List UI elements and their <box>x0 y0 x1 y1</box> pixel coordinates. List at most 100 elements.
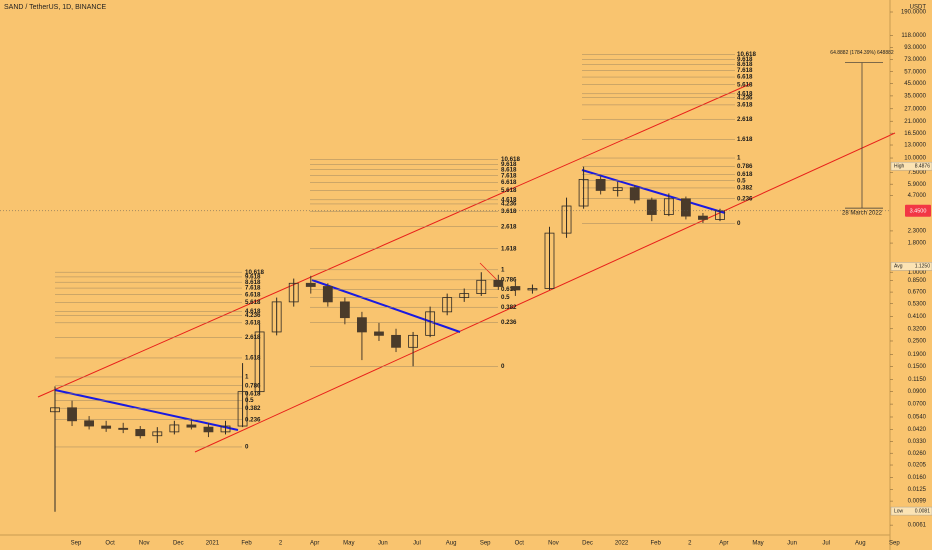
candle-body <box>152 431 163 437</box>
x-tick-label: 2 <box>279 541 283 547</box>
candle-body <box>322 286 333 303</box>
candle-body <box>186 424 197 428</box>
fib-label: 9.618 <box>501 161 517 168</box>
y-tick-label: 10.0000 <box>904 156 926 162</box>
candle-body <box>646 199 657 215</box>
fib-label: 7.618 <box>501 172 517 179</box>
trend-line <box>311 279 461 333</box>
fib-label: 2.618 <box>737 116 753 123</box>
fib-label: 4.236 <box>737 94 753 101</box>
fib-label: 1 <box>501 266 505 273</box>
x-tick-label: Jun <box>787 541 797 547</box>
candle-body <box>527 288 538 291</box>
fib-label: 4.236 <box>245 312 261 319</box>
chart-title: SAND / TetherUS, 1D, BINANCE <box>4 4 107 11</box>
fib-label: 6.618 <box>501 179 517 186</box>
x-tick-label: Jun <box>378 541 388 547</box>
x-tick-label: Nov <box>548 541 559 547</box>
candle-body <box>425 311 436 336</box>
trend-lines <box>54 169 726 431</box>
y-tick-label: 5.9000 <box>908 182 927 188</box>
fib-label: 8.618 <box>737 61 753 68</box>
marker-box <box>890 262 932 271</box>
measure-date: 28 March 2022 <box>842 211 883 217</box>
candle-body <box>339 301 350 319</box>
channel-upper <box>37 83 751 398</box>
fib-label: 8.618 <box>245 279 261 286</box>
trend-line <box>581 169 726 214</box>
channel-lower <box>194 132 896 453</box>
y-tick-label: 0.0330 <box>908 439 927 445</box>
fib-label: 3.618 <box>245 319 261 326</box>
fib-label: 3.618 <box>501 208 517 215</box>
fib-label: 0.5 <box>245 397 254 404</box>
fib-label: 0.786 <box>501 276 517 283</box>
y-tick-label: 0.1150 <box>908 377 927 383</box>
fib-label: 0.618 <box>501 286 517 293</box>
fib-label: 0.786 <box>737 163 753 170</box>
fib-label: 10.618 <box>737 51 756 58</box>
candle-body <box>118 427 129 430</box>
fib-label: 9.618 <box>245 274 261 281</box>
y-tick-label: 0.2500 <box>908 339 927 345</box>
fib-label: 0.5 <box>501 294 510 301</box>
candle-body <box>629 187 640 201</box>
fib-label: 6.618 <box>737 74 753 81</box>
x-tick-label: Aug <box>446 541 457 547</box>
candle-body <box>50 407 60 413</box>
y-tick-label: 0.4100 <box>908 314 927 320</box>
candle-body <box>254 331 265 393</box>
candle-body <box>663 198 674 215</box>
y-tick-label: 0.6700 <box>908 290 927 296</box>
fib-label: 1.618 <box>737 136 753 143</box>
candle-body <box>67 407 77 422</box>
trend-line <box>54 389 239 431</box>
fib-label: 4.618 <box>501 196 517 203</box>
candle-body <box>357 317 367 333</box>
x-tick-label: Sep <box>71 541 82 547</box>
x-tick-label: Oct <box>515 541 525 547</box>
fib-label: 0.236 <box>737 195 753 202</box>
candle-body <box>698 215 708 220</box>
fib-label: 0 <box>245 444 249 451</box>
last-price-box <box>905 204 931 217</box>
fib-label: 0 <box>501 363 505 370</box>
candle-body <box>305 282 316 287</box>
fib-label: 1 <box>245 374 249 381</box>
fib-label: 8.618 <box>501 166 517 173</box>
x-tick-label: Apr <box>310 541 319 547</box>
y-tick-label: 93.0000 <box>904 45 926 51</box>
fib-label: 3.618 <box>737 102 753 109</box>
candle-body <box>476 279 487 294</box>
candle-body <box>135 429 146 437</box>
fib-label: 0.236 <box>501 319 517 326</box>
y-tick-label: 4.7000 <box>908 193 927 199</box>
x-tick-label: Jul <box>822 541 830 547</box>
y-tick-label: 190.0000 <box>901 10 927 16</box>
candle-body <box>203 426 214 433</box>
candle-body <box>374 331 384 336</box>
candle-body <box>493 279 504 287</box>
y-tick-label: 45.0000 <box>904 81 926 87</box>
fib-label: 10.618 <box>245 269 264 276</box>
candle-body <box>561 205 572 234</box>
candle-body <box>237 391 248 427</box>
candle-body <box>101 425 112 429</box>
y-tick-label: 0.3200 <box>908 326 927 332</box>
y-tick-label: 0.0099 <box>908 499 927 505</box>
y-tick-label: 0.5300 <box>908 301 927 307</box>
fib-levels: 00.2360.3820.50.6180.78611.6182.6183.618… <box>55 51 756 451</box>
y-tick-label: 1.8000 <box>908 241 927 247</box>
x-tick-label: Sep <box>480 541 491 547</box>
x-tick-label: Dec <box>173 541 184 547</box>
marker-value: 8.4876 <box>915 163 931 169</box>
y-tick-label: 57.0000 <box>904 69 926 75</box>
fib-label: 0.382 <box>245 405 261 412</box>
candle-body <box>510 286 521 291</box>
fib-label: 1.618 <box>245 355 261 362</box>
fib-label: 0.618 <box>737 171 753 178</box>
fib-label: 4.618 <box>245 308 261 315</box>
y-tick-label: 21.0000 <box>904 119 926 125</box>
